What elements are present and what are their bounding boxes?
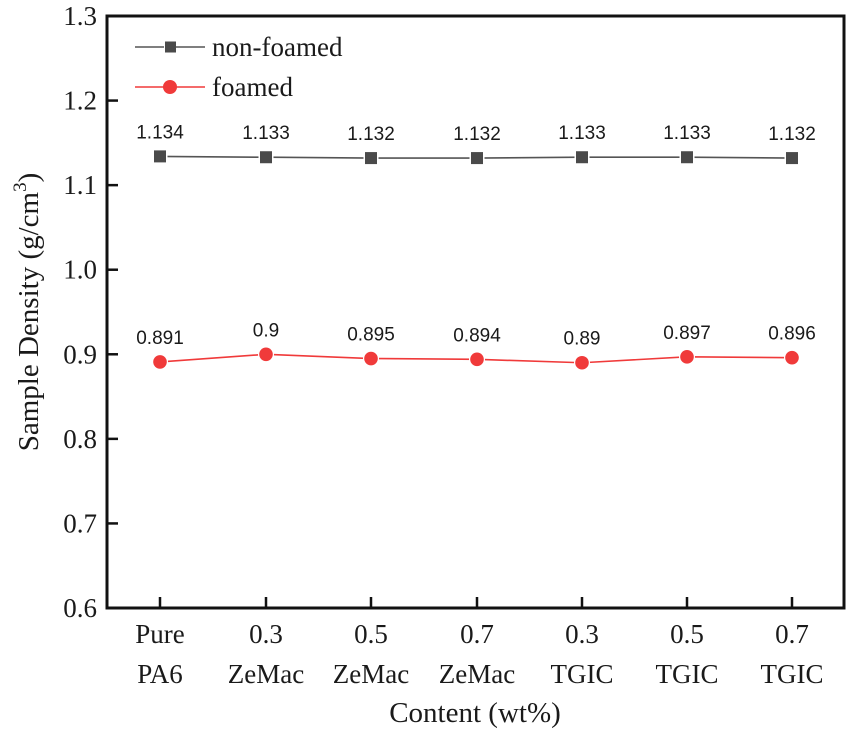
data-point-circle: [259, 347, 273, 362]
y-axis: 0.6 0.7 0.8 0.9 1.0 1.1 1.2 1.3: [63, 1, 118, 623]
data-point-square-fill: [471, 152, 483, 165]
data-label: 0.9: [253, 320, 279, 341]
data-point-square-fill: [576, 151, 588, 164]
data-point-circle: [470, 352, 484, 367]
legend-square-marker-icon: [165, 41, 176, 53]
data-label: 0.89: [564, 329, 601, 350]
data-point-circle: [785, 350, 799, 365]
y-axis-title: Sample Density (g/cm3): [10, 173, 45, 452]
series-foamed: 0.891 0.9 0.895 0.894 0.89 0.897 0.896: [136, 320, 816, 371]
y-tick-label: 1.1: [63, 170, 97, 200]
x-category-label-line1: 0.7: [460, 619, 494, 649]
plot-frame: [105, 14, 846, 610]
data-label: 0.895: [347, 325, 395, 346]
x-category-label-line2: ZeMac: [439, 659, 515, 689]
x-category-label-line2: TGIC: [656, 659, 719, 689]
x-category-label-line2: PA6: [137, 659, 183, 689]
y-tick-label: 0.6: [63, 593, 97, 623]
x-category-label-line1: 0.5: [670, 619, 704, 649]
data-label: 1.133: [242, 123, 290, 144]
data-point-square-fill: [154, 150, 166, 163]
x-category-label-line2: ZeMac: [333, 659, 409, 689]
data-point-circle: [364, 351, 378, 366]
data-label: 0.891: [136, 328, 184, 349]
y-tick-label: 1.3: [63, 1, 97, 31]
x-category-label-line1: 0.7: [775, 619, 809, 649]
data-label: 1.133: [558, 123, 606, 144]
data-label: 1.132: [768, 124, 816, 145]
x-category-label-line2: TGIC: [761, 659, 824, 689]
data-point-square-fill: [260, 151, 272, 164]
data-point-circle: [153, 355, 167, 369]
plot-border: [105, 14, 846, 610]
data-point-circle: [575, 355, 589, 370]
x-axis: Pure PA6 0.3 ZeMac 0.5 ZeMac 0.7 ZeMac 0.3 TGIC 0.…: [135, 597, 824, 689]
legend: non-foamed foamed: [135, 32, 343, 102]
x-category-label-line2: TGIC: [551, 659, 614, 689]
data-label: 1.132: [453, 124, 501, 145]
data-label: 1.132: [347, 124, 395, 145]
x-category-label-line2: ZeMac: [228, 659, 304, 689]
y-tick-label: 1.0: [63, 255, 97, 285]
data-point-square-fill: [365, 152, 377, 165]
legend-label: foamed: [212, 72, 293, 102]
data-label: 0.896: [768, 324, 816, 345]
x-category-label-line1: Pure: [135, 619, 185, 649]
data-point-square-fill: [681, 151, 693, 164]
legend-item-non-foamed: non-foamed: [135, 32, 343, 62]
data-label: 0.897: [663, 323, 711, 344]
legend-circle-marker-icon: [163, 80, 177, 94]
data-label: 0.894: [453, 325, 501, 346]
x-category-label-line1: 0.3: [249, 619, 283, 649]
data-point-square-fill: [786, 152, 798, 165]
x-category-label-line1: 0.5: [354, 619, 388, 649]
data-label: 1.134: [136, 122, 184, 143]
x-category-label-line1: 0.3: [565, 619, 599, 649]
data-label: 1.133: [663, 123, 711, 144]
series-layer: 1.134 1.133 1.132 1.132 1.133 1.133 1.1320.891…: [136, 122, 816, 371]
legend-label: non-foamed: [212, 32, 343, 62]
y-tick-label: 1.2: [63, 86, 97, 116]
legend-item-foamed: foamed: [135, 72, 293, 102]
x-axis-title: Content (wt%): [389, 697, 561, 729]
y-tick-label: 0.9: [63, 339, 97, 369]
series-non-foamed: 1.134 1.133 1.132 1.132 1.133 1.133 1.132: [136, 122, 816, 166]
y-tick-label: 0.8: [63, 424, 97, 454]
y-tick-label: 0.7: [63, 508, 97, 538]
data-point-circle: [680, 350, 694, 364]
